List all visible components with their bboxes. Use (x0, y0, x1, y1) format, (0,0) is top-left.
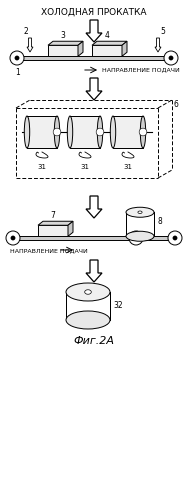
Ellipse shape (138, 211, 142, 214)
Text: НАПРАВЛЕНИЕ ПОДАЧИ: НАПРАВЛЕНИЕ ПОДАЧИ (10, 248, 88, 253)
Text: 8: 8 (157, 217, 162, 226)
Text: 6: 6 (174, 100, 179, 109)
Circle shape (11, 236, 15, 240)
Text: 2: 2 (23, 27, 28, 36)
Text: 31: 31 (124, 164, 133, 170)
Text: ХОЛОДНАЯ ПРОКАТКА: ХОЛОДНАЯ ПРОКАТКА (41, 8, 147, 17)
Circle shape (129, 231, 143, 245)
Circle shape (173, 236, 177, 240)
Polygon shape (86, 260, 102, 282)
Circle shape (164, 51, 178, 65)
Text: 7: 7 (51, 211, 55, 220)
Polygon shape (86, 196, 102, 218)
Bar (126, 212, 154, 236)
Polygon shape (92, 41, 127, 45)
Circle shape (134, 236, 138, 240)
Text: 1: 1 (16, 68, 20, 77)
Bar (16, 56, 172, 60)
Bar (113, 116, 143, 148)
Bar (70, 116, 100, 148)
Ellipse shape (85, 290, 91, 294)
Bar (38, 225, 68, 236)
Ellipse shape (67, 116, 73, 148)
Polygon shape (155, 38, 161, 52)
Circle shape (96, 128, 104, 136)
Polygon shape (27, 38, 33, 52)
Polygon shape (38, 221, 73, 225)
Bar (92, 45, 122, 56)
Circle shape (53, 128, 61, 136)
Circle shape (139, 128, 147, 136)
Polygon shape (122, 41, 127, 56)
Circle shape (6, 231, 20, 245)
Ellipse shape (110, 116, 116, 148)
Polygon shape (78, 41, 83, 56)
Ellipse shape (66, 283, 110, 301)
Text: Фиг.2A: Фиг.2A (74, 336, 114, 346)
Text: 32: 32 (113, 301, 123, 310)
Text: 31: 31 (37, 164, 46, 170)
Bar (27, 116, 57, 148)
Ellipse shape (24, 116, 30, 148)
Polygon shape (86, 20, 102, 42)
Ellipse shape (126, 231, 154, 241)
Ellipse shape (97, 116, 103, 148)
Polygon shape (86, 78, 102, 100)
Polygon shape (68, 221, 73, 236)
Text: 31: 31 (80, 164, 89, 170)
Text: 5: 5 (160, 27, 165, 36)
Circle shape (15, 56, 19, 60)
Ellipse shape (54, 116, 60, 148)
Ellipse shape (126, 207, 154, 217)
Circle shape (168, 231, 182, 245)
Text: 3: 3 (61, 31, 65, 40)
Circle shape (169, 56, 173, 60)
Text: 4: 4 (105, 31, 109, 40)
Ellipse shape (140, 116, 146, 148)
Circle shape (10, 51, 24, 65)
Bar (48, 45, 78, 56)
Polygon shape (48, 41, 83, 45)
Bar (66, 292, 110, 320)
Bar (12, 236, 176, 240)
Text: НАПРАВЛЕНИЕ ПОДАЧИ: НАПРАВЛЕНИЕ ПОДАЧИ (102, 67, 180, 72)
Ellipse shape (66, 311, 110, 329)
